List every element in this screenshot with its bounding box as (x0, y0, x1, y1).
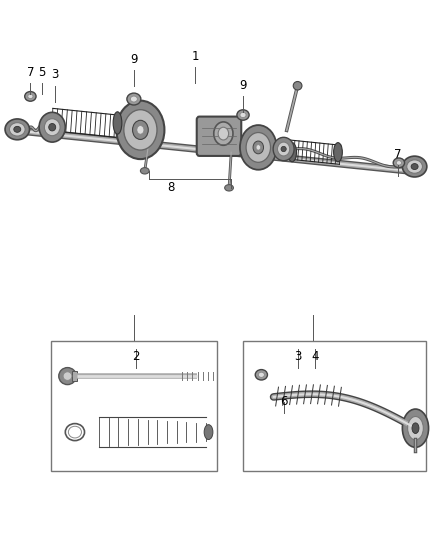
Ellipse shape (288, 143, 297, 162)
Ellipse shape (14, 126, 21, 132)
Text: 4: 4 (311, 350, 319, 364)
Ellipse shape (133, 120, 148, 140)
Text: 2: 2 (132, 350, 140, 364)
Ellipse shape (218, 127, 229, 140)
Ellipse shape (407, 160, 423, 173)
Bar (243, 341, 426, 471)
Ellipse shape (25, 92, 36, 101)
FancyBboxPatch shape (197, 117, 241, 156)
Ellipse shape (408, 416, 424, 440)
Ellipse shape (59, 368, 76, 385)
Text: 5: 5 (39, 66, 46, 79)
Ellipse shape (411, 164, 418, 169)
Ellipse shape (141, 167, 149, 174)
Ellipse shape (393, 158, 405, 168)
Ellipse shape (237, 110, 249, 120)
Ellipse shape (293, 82, 302, 90)
Ellipse shape (256, 145, 261, 150)
Ellipse shape (273, 138, 294, 161)
Ellipse shape (240, 125, 277, 169)
Ellipse shape (258, 372, 265, 377)
Ellipse shape (204, 425, 213, 440)
Ellipse shape (412, 423, 419, 433)
Text: 8: 8 (167, 181, 175, 195)
Ellipse shape (127, 93, 141, 105)
Ellipse shape (246, 133, 271, 163)
Ellipse shape (131, 96, 138, 102)
Ellipse shape (28, 94, 33, 99)
Text: 1: 1 (191, 50, 199, 63)
Ellipse shape (396, 160, 402, 165)
Ellipse shape (124, 110, 157, 150)
Ellipse shape (117, 101, 164, 159)
Ellipse shape (281, 147, 286, 152)
Ellipse shape (44, 119, 60, 136)
Text: 7: 7 (394, 148, 402, 161)
Bar (72, 371, 77, 382)
Ellipse shape (39, 112, 65, 142)
Ellipse shape (240, 112, 246, 118)
Ellipse shape (10, 123, 25, 136)
Ellipse shape (403, 156, 427, 177)
Ellipse shape (253, 141, 264, 154)
Text: 9: 9 (130, 53, 138, 66)
Text: 3: 3 (52, 69, 59, 82)
Ellipse shape (63, 372, 72, 381)
Ellipse shape (137, 126, 144, 134)
Ellipse shape (49, 124, 56, 131)
Bar (51, 341, 217, 471)
Ellipse shape (5, 119, 29, 140)
Ellipse shape (255, 369, 268, 380)
Ellipse shape (334, 143, 343, 162)
Text: 9: 9 (239, 79, 247, 92)
Ellipse shape (214, 122, 233, 146)
Ellipse shape (225, 184, 233, 191)
Text: 3: 3 (294, 350, 301, 364)
Text: 6: 6 (280, 395, 287, 408)
Ellipse shape (113, 112, 122, 134)
Ellipse shape (403, 409, 428, 447)
Ellipse shape (278, 142, 290, 156)
Text: 7: 7 (27, 66, 34, 79)
Ellipse shape (50, 115, 59, 138)
